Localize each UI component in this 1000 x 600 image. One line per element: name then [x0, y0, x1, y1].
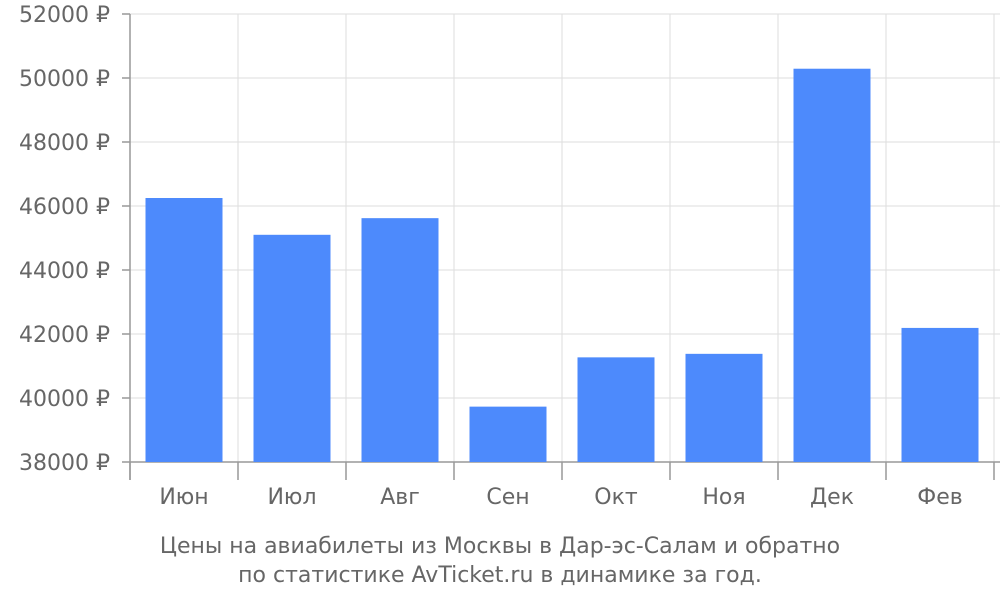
x-tick-label: Дек: [810, 485, 854, 510]
x-tick-label: Июн: [159, 485, 208, 510]
x-tick-label: Авг: [380, 485, 420, 510]
y-tick-label: 42000 ₽: [19, 323, 110, 348]
x-tick-label: Июл: [267, 485, 316, 510]
y-tick-label: 38000 ₽: [19, 451, 110, 476]
bar-7: [793, 68, 871, 462]
y-tick-label: 44000 ₽: [19, 259, 110, 284]
bar-6: [685, 353, 763, 462]
x-tick-label: Фев: [917, 485, 962, 510]
bar-1: [145, 198, 223, 462]
chart-caption-line-2: по статистике AvTicket.ru в динамике за …: [238, 563, 762, 588]
chart-caption-line-1: Цены на авиабилеты из Москвы в Дар-эс-Са…: [159, 534, 841, 559]
x-tick-label: Окт: [594, 485, 638, 510]
bar-3: [361, 218, 439, 462]
bar-5: [577, 357, 655, 462]
x-tick-label: Ноя: [702, 485, 745, 510]
x-tick-label: Сен: [486, 485, 529, 510]
y-tick-label: 52000 ₽: [19, 3, 110, 28]
bar-4: [469, 406, 547, 462]
y-tick-label: 46000 ₽: [19, 195, 110, 220]
y-tick-label: 40000 ₽: [19, 387, 110, 412]
y-tick-label: 50000 ₽: [19, 67, 110, 92]
bar-2: [253, 234, 331, 462]
bar-8: [901, 327, 979, 462]
y-tick-label: 48000 ₽: [19, 131, 110, 156]
